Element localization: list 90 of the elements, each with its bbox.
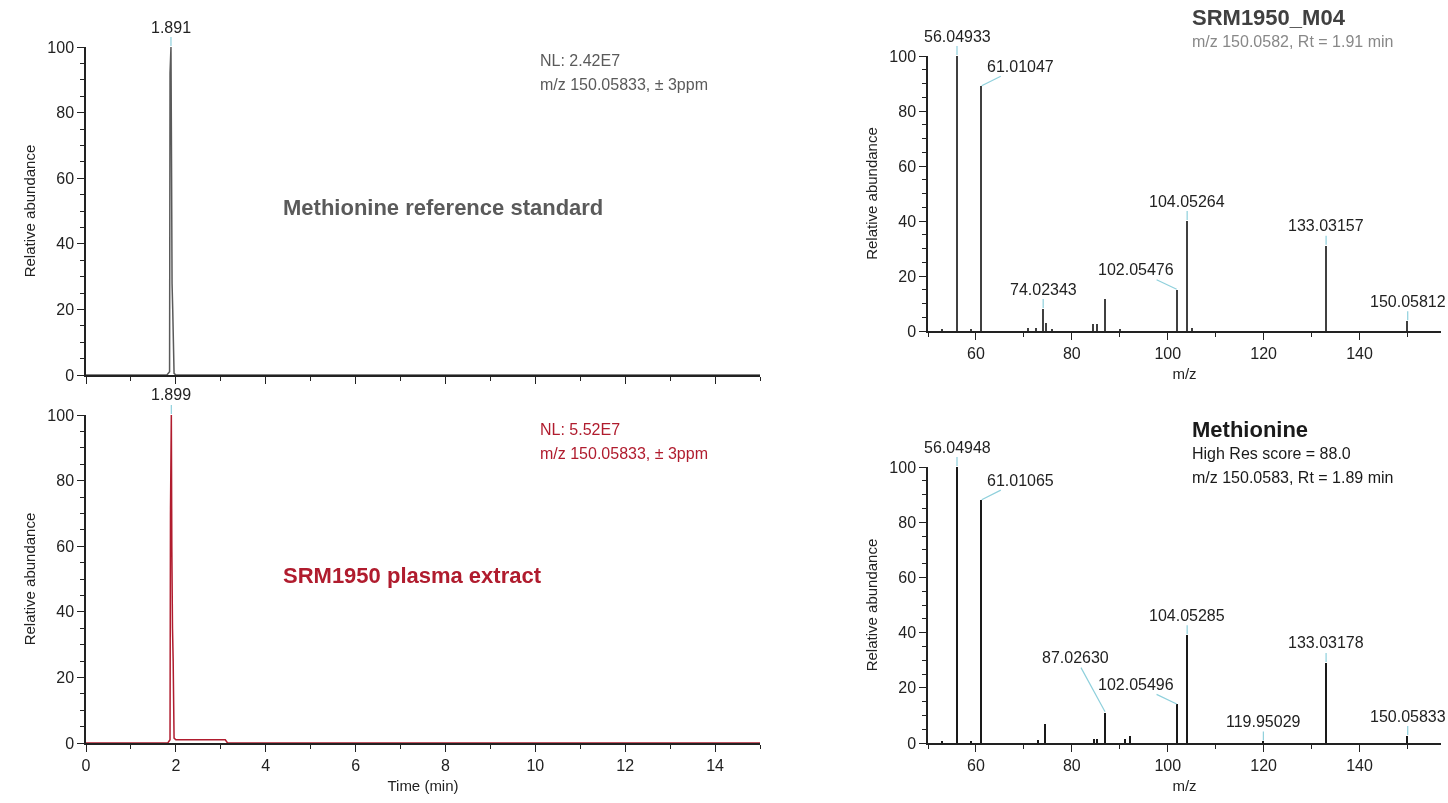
y-tick-label: 80: [56, 104, 75, 122]
annotation: 61.01047: [987, 58, 1054, 75]
y-tick-label: 40: [56, 235, 75, 253]
x-tick-label: 60: [967, 344, 985, 362]
bar: [1035, 328, 1037, 331]
annotation: m/z 150.05833, ± 3ppm: [540, 76, 708, 93]
y-axis-title: Relative abundance: [863, 127, 881, 260]
annotation: 1.891: [151, 19, 192, 36]
y-tick-label: 60: [56, 169, 75, 187]
x-tick-label: 80: [1062, 344, 1081, 362]
annotation: 133.03157: [1288, 217, 1364, 234]
x-axis-title: m/z: [1172, 365, 1197, 383]
bar: [980, 86, 982, 331]
y-tick-label: 80: [898, 513, 917, 531]
annotation: 133.03178: [1288, 634, 1364, 651]
x-tick-label: 140: [1346, 756, 1373, 774]
y-tick-label: 20: [898, 267, 917, 285]
annotation: 1.899: [151, 386, 192, 403]
annotation: 102.05496: [1098, 676, 1174, 693]
x-tick-label: 100: [1154, 756, 1182, 774]
bar: [1027, 328, 1029, 331]
annotation: m/z 150.05833, ± 3ppm: [540, 445, 708, 462]
y-tick-label: 40: [898, 624, 917, 642]
y-tick-label: 20: [56, 669, 75, 686]
annotation: 56.04933: [924, 28, 991, 45]
bar: [1186, 221, 1188, 331]
y-tick-label: 0: [65, 734, 75, 752]
annotation: 119.95029: [1226, 713, 1301, 730]
x-tick-label: 10: [526, 756, 545, 774]
chart-title: SRM1950_M04: [1192, 5, 1346, 30]
y-tick-label: 60: [898, 157, 917, 175]
chart-title: Methionine: [1192, 417, 1309, 442]
bar: [956, 56, 958, 331]
x-tick-label: 6: [351, 756, 361, 774]
bar: [1096, 324, 1098, 331]
annotation: 74.02343: [1010, 281, 1077, 298]
annotation: 104.05285: [1149, 607, 1225, 624]
y-tick-label: 20: [898, 679, 917, 697]
x-tick-label: 12: [616, 756, 635, 774]
bar: [1042, 309, 1044, 331]
y-tick-label: 40: [898, 212, 917, 230]
y-tick-label: 40: [56, 603, 75, 621]
x-axis-title: Time (min): [387, 777, 459, 795]
annotation: NL: 2.42E7: [540, 52, 621, 69]
x-axis-title: m/z: [1172, 777, 1197, 795]
bar: [1176, 290, 1178, 331]
bar: [1104, 299, 1106, 331]
x-tick-label: 2: [171, 756, 181, 774]
x-tick-label: 60: [967, 756, 985, 774]
annotation: 61.01065: [987, 472, 1054, 489]
y-tick-label: 20: [56, 301, 75, 318]
text: m/z 150.0582, Rt = 1.91 min: [1192, 33, 1394, 50]
x-tick-label: 140: [1346, 344, 1373, 362]
bar: [1406, 321, 1408, 331]
y-axis-title: Relative abundance: [863, 538, 881, 672]
x-tick-label: 100: [1154, 344, 1182, 362]
y-tick-label: 60: [898, 569, 917, 586]
y-axis-title: Relative abundance: [21, 144, 39, 278]
y-tick-label: 100: [47, 38, 75, 56]
x-tick-label: 8: [441, 756, 451, 774]
y-tick-label: 80: [56, 472, 75, 490]
y-axis-title: Relative abundance: [21, 512, 39, 646]
annotation: 104.05264: [1149, 193, 1225, 210]
x-tick-label: 80: [1062, 756, 1081, 774]
text: High Res score = 88.0: [1192, 445, 1351, 462]
y-tick-label: 0: [907, 322, 917, 340]
x-tick-label: 14: [706, 756, 725, 774]
x-tick-label: 120: [1250, 344, 1278, 362]
x-tick-label: 0: [81, 756, 91, 774]
bar: [1325, 246, 1327, 331]
y-tick-label: 0: [65, 366, 75, 384]
x-tick-label: 120: [1250, 756, 1278, 774]
annotation: 150.05812: [1370, 293, 1446, 310]
bar: [1092, 324, 1094, 331]
annotation: NL: 5.52E7: [540, 421, 621, 438]
annotation: 87.02630: [1042, 649, 1109, 666]
y-tick-label: 100: [47, 406, 75, 424]
y-tick-label: 0: [907, 734, 917, 752]
x-tick-label: 4: [261, 756, 271, 774]
y-tick-label: 100: [889, 47, 917, 65]
text: Methionine reference standard: [283, 195, 604, 220]
text: SRM1950 plasma extract: [283, 563, 542, 588]
annotation: 102.05476: [1098, 261, 1174, 278]
annotation: 56.04948: [924, 439, 991, 456]
y-tick-label: 100: [889, 458, 917, 476]
bar: [1191, 328, 1193, 331]
y-tick-label: 60: [56, 537, 75, 555]
annotation: 150.05833: [1370, 708, 1446, 725]
y-tick-label: 80: [898, 102, 917, 120]
annotation: m/z 150.0583, Rt = 1.89 min: [1192, 469, 1394, 486]
